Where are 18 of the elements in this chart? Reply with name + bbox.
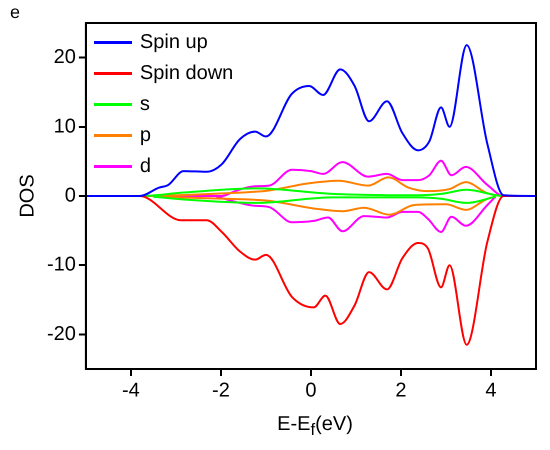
y-tick-label: 10	[54, 115, 76, 138]
y-tick-label: -10	[47, 254, 76, 276]
legend-label: Spin up	[140, 30, 208, 55]
text: e	[10, 2, 20, 23]
legend-label: s	[140, 92, 150, 117]
y-axis-title: DOS	[16, 174, 39, 218]
x-tick-label: 2	[395, 380, 407, 402]
legend-label: Spin down	[140, 61, 234, 86]
legend-label: d	[140, 154, 152, 179]
x-tick-label: -4	[122, 380, 140, 402]
y-tick-label: 0	[64, 184, 76, 207]
legend-label: p	[140, 123, 152, 148]
x-axis-title: E-E$_{f}$(eV)	[276, 413, 354, 440]
x-tick-label: 0	[305, 380, 317, 402]
y-tick-label: -20	[47, 322, 76, 345]
x-tick-label: 4	[485, 380, 497, 402]
y-tick-label: 20	[54, 46, 76, 68]
x-tick-label: -2	[212, 380, 230, 402]
